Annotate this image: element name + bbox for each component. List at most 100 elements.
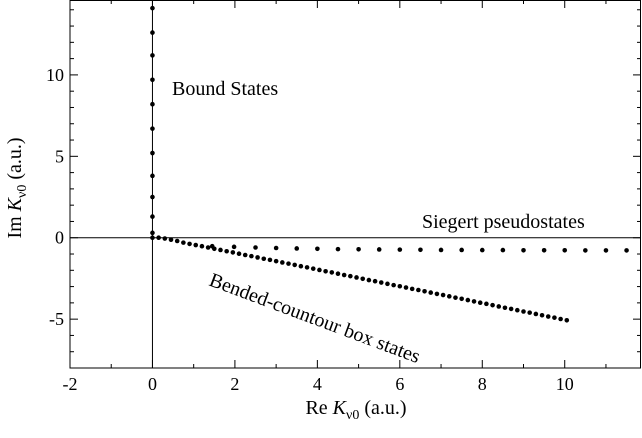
data-point: [224, 248, 229, 254]
data-point: [465, 297, 471, 303]
data-point: [416, 287, 421, 293]
data-point: [150, 194, 155, 200]
y-axis-label-suffix: (a.u.): [4, 137, 26, 184]
data-point: [545, 314, 551, 319]
y-tick-label: 0: [55, 228, 64, 248]
tick-labels: -2 0 2 4 6 8 10 -5 0 5 10: [46, 65, 574, 394]
data-point: [521, 309, 526, 314]
data-point: [335, 271, 341, 277]
data-point: [539, 312, 545, 318]
data-point: [317, 267, 322, 273]
data-point: [418, 247, 423, 253]
data-point: [205, 245, 211, 250]
x-tick-label: 8: [478, 374, 487, 394]
data-point: [521, 247, 526, 253]
data-point: [348, 273, 353, 279]
data-point: [168, 237, 174, 242]
data-point: [496, 304, 502, 309]
data-point: [315, 246, 320, 252]
y-axis-label-sub: ν0: [15, 185, 30, 198]
data-point: [378, 280, 384, 285]
x-tick-label: 0: [148, 374, 157, 394]
x-axis-label-sub: ν0: [346, 408, 359, 423]
data-point: [366, 277, 372, 283]
data-point: [500, 247, 506, 253]
data-point: [267, 257, 273, 263]
data-point: [174, 238, 180, 244]
data-point: [397, 283, 403, 289]
data-point: [193, 242, 199, 248]
data-point: [356, 246, 361, 252]
data-point: [562, 247, 568, 253]
y-axis-label-prefix: Im: [4, 211, 26, 238]
data-point: [376, 247, 382, 252]
data-point: [335, 246, 341, 252]
axis-ticks: [69, 0, 641, 368]
data-point: [150, 101, 155, 107]
data-point: [150, 150, 155, 156]
data-point: [502, 305, 508, 311]
data-point: [372, 278, 378, 284]
data-point: [624, 248, 629, 253]
data-point: [150, 214, 155, 219]
data-point: [218, 247, 223, 253]
data-point: [603, 248, 609, 253]
data-point: [541, 247, 547, 253]
data-point: [162, 236, 168, 241]
data-point: [490, 302, 495, 308]
annotation-bound-states: Bound States: [172, 78, 278, 100]
data-point: [397, 247, 403, 252]
data-point: [422, 289, 427, 294]
x-axis-label: Re Kν0 (a.u.): [305, 397, 406, 423]
data-point: [391, 282, 396, 288]
data-point: [236, 251, 242, 256]
data-point: [552, 315, 557, 320]
data-point: [261, 256, 267, 262]
y-axis-label-var: K: [4, 196, 26, 212]
data-point: [150, 30, 155, 35]
data-point: [150, 235, 155, 241]
data-point: [440, 292, 446, 298]
data-point: [253, 245, 258, 250]
data-point: [230, 250, 236, 255]
data-point: [150, 230, 155, 236]
y-tick-label: 5: [55, 146, 64, 166]
data-point: [323, 268, 328, 274]
data-point: [199, 243, 205, 249]
data-point: [273, 245, 279, 251]
data-point: [341, 272, 347, 278]
data-point: [409, 286, 415, 292]
data-point: [294, 246, 300, 251]
plot-frame: [69, 0, 641, 369]
x-tick-label: -2: [63, 374, 78, 394]
annotation-bended-contour-box-states: Bended-countour box states: [206, 269, 423, 368]
data-point: [479, 247, 485, 253]
data-point: [453, 295, 458, 300]
data-point: [515, 307, 520, 313]
data-point: [428, 290, 434, 295]
data-point: [150, 5, 155, 11]
data-point: [471, 299, 477, 304]
data-point: [273, 258, 279, 264]
data-point: [249, 253, 254, 259]
data-point: [150, 173, 155, 179]
data-point: [150, 126, 155, 131]
data-point: [255, 255, 260, 260]
data-point: [150, 77, 155, 83]
data-point: [459, 247, 464, 253]
data-point: [211, 246, 217, 252]
reference-lines: [70, 0, 641, 368]
x-tick-label: 10: [556, 374, 574, 394]
x-axis-label-prefix: Re: [305, 397, 332, 419]
data-point: [156, 235, 161, 241]
data-point: [280, 260, 285, 265]
y-tick-label: -5: [49, 309, 64, 329]
data-point: [150, 53, 155, 58]
data-point: [231, 244, 237, 250]
data-point: [360, 276, 366, 282]
data-point: [292, 262, 297, 268]
data-point: [304, 265, 310, 270]
x-tick-label: 2: [230, 374, 239, 394]
y-tick-label: 10: [46, 65, 64, 85]
